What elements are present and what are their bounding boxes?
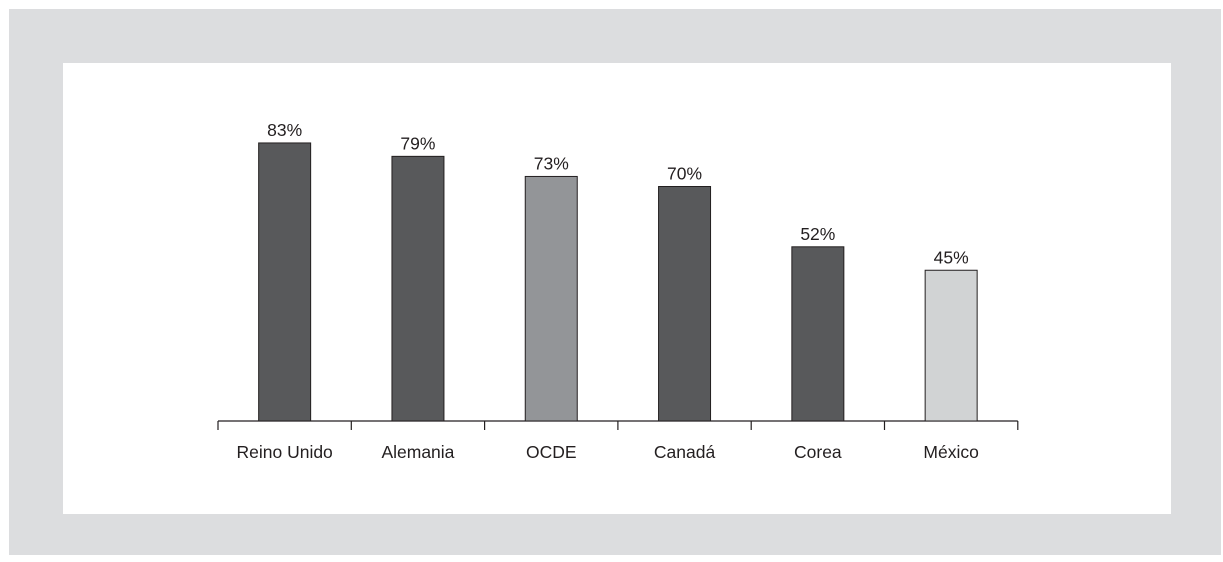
data-label: 73%	[534, 153, 569, 173]
x-tick-label: Alemania	[381, 442, 454, 462]
x-tick-label: Canadá	[654, 442, 716, 462]
data-label: 70%	[667, 164, 702, 184]
data-label: 79%	[400, 133, 435, 153]
bar-m-xico	[924, 269, 978, 422]
bar-canad-	[658, 186, 712, 422]
bar-corea	[791, 246, 845, 422]
chart-panel	[63, 63, 1171, 514]
bar-reino-unido	[258, 142, 312, 422]
data-label: 83%	[267, 120, 302, 140]
x-tick-label: México	[923, 442, 978, 462]
bar-ocde	[524, 175, 578, 422]
data-label: 52%	[800, 224, 835, 244]
data-label: 45%	[934, 247, 969, 267]
bar-alemania	[391, 155, 445, 422]
x-tick-label: Reino Unido	[236, 442, 332, 462]
x-tick-label: OCDE	[526, 442, 577, 462]
chart-frame	[9, 9, 1221, 555]
x-tick-label: Corea	[794, 442, 842, 462]
